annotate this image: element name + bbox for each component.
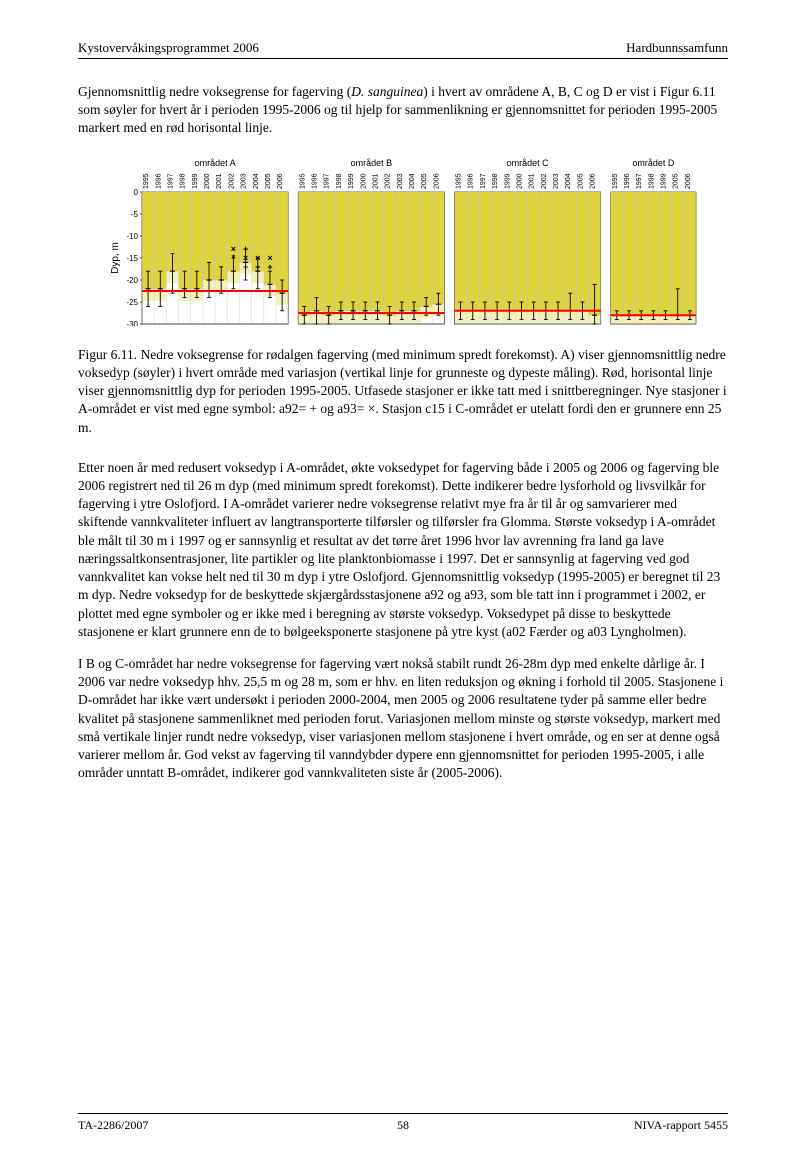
svg-text:1997: 1997 — [324, 173, 331, 189]
figure-caption: Figur 6.11. Nedre voksegrense for rødalg… — [78, 346, 728, 437]
svg-text:1998: 1998 — [336, 173, 343, 189]
p1-before: Gjennomsnittlig nedre voksegrense for fa… — [78, 84, 351, 99]
svg-text:0: 0 — [134, 188, 139, 197]
svg-text:1996: 1996 — [468, 173, 475, 189]
svg-text:2006: 2006 — [685, 173, 692, 189]
svg-text:2002: 2002 — [541, 173, 548, 189]
svg-text:1996: 1996 — [312, 173, 319, 189]
svg-text:2000: 2000 — [516, 173, 523, 189]
svg-text:1999: 1999 — [504, 173, 511, 189]
svg-text:+: + — [243, 261, 248, 271]
paragraph-3: I B og C-området har nedre voksegrense f… — [78, 655, 728, 783]
svg-text:-10: -10 — [126, 232, 138, 241]
paragraph-2: Etter noen år med redusert voksedyp i A-… — [78, 459, 728, 641]
svg-text:+: + — [267, 261, 272, 271]
svg-text:2000: 2000 — [204, 173, 211, 189]
svg-text:1997: 1997 — [480, 173, 487, 189]
svg-text:-5: -5 — [131, 210, 139, 219]
svg-text:2006: 2006 — [277, 173, 284, 189]
svg-text:2001: 2001 — [529, 173, 536, 189]
figure-6-11-chart: Dyp, m 0 -5 -10 -15 -20 -25 -30 området A 1995 199… — [108, 156, 698, 326]
page-footer: TA-2286/2007 58 NIVA-rapport 5455 — [78, 1113, 728, 1133]
body-text-2: Etter noen år med redusert voksedyp i A-… — [78, 459, 728, 783]
p1-italic: D. sanguinea — [351, 84, 423, 99]
footer-left: TA-2286/2007 — [78, 1118, 148, 1133]
svg-text:-20: -20 — [126, 276, 138, 285]
svg-text:1997: 1997 — [636, 173, 643, 189]
svg-text:-25: -25 — [126, 298, 138, 307]
svg-text:1997: 1997 — [167, 173, 174, 189]
svg-text:området D: området D — [632, 158, 675, 168]
svg-text:1999: 1999 — [192, 173, 199, 189]
paragraph-1: Gjennomsnittlig nedre voksegrense for fa… — [78, 83, 728, 138]
svg-text:1996: 1996 — [624, 173, 631, 189]
svg-text:2005: 2005 — [265, 173, 272, 189]
svg-text:-30: -30 — [126, 320, 138, 326]
svg-text:1996: 1996 — [155, 173, 162, 189]
svg-text:2000: 2000 — [360, 173, 367, 189]
svg-text:1998: 1998 — [648, 173, 655, 189]
svg-text:1998: 1998 — [492, 173, 499, 189]
svg-text:2003: 2003 — [553, 173, 560, 189]
svg-text:området B: området B — [351, 158, 393, 168]
svg-text:området C: området C — [507, 158, 550, 168]
chart-svg: Dyp, m 0 -5 -10 -15 -20 -25 -30 området A 1995 199… — [108, 156, 698, 326]
svg-text:+: + — [255, 261, 260, 271]
svg-text:1995: 1995 — [143, 173, 150, 189]
page: Kystovervåkingsprogrammet 2006 Hardbunns… — [0, 0, 788, 1163]
svg-text:1995: 1995 — [456, 173, 463, 189]
footer-right: NIVA-rapport 5455 — [634, 1118, 728, 1133]
svg-text:2001: 2001 — [372, 173, 379, 189]
svg-text:-15: -15 — [126, 254, 138, 263]
svg-text:2001: 2001 — [216, 173, 223, 189]
svg-text:Dyp, m: Dyp, m — [110, 242, 121, 274]
footer-center: 58 — [397, 1118, 409, 1133]
body-text: Gjennomsnittlig nedre voksegrense for fa… — [78, 83, 728, 138]
svg-text:2005: 2005 — [577, 173, 584, 189]
svg-text:2005: 2005 — [421, 173, 428, 189]
header-left: Kystovervåkingsprogrammet 2006 — [78, 40, 259, 56]
svg-text:2006: 2006 — [433, 173, 440, 189]
svg-text:2005: 2005 — [673, 173, 680, 189]
svg-text:1999: 1999 — [661, 173, 668, 189]
svg-text:området A: området A — [195, 158, 236, 168]
header-right: Hardbunnssamfunn — [626, 40, 728, 56]
page-header: Kystovervåkingsprogrammet 2006 Hardbunns… — [78, 40, 728, 59]
svg-text:2002: 2002 — [228, 173, 235, 189]
svg-text:2004: 2004 — [565, 173, 572, 189]
svg-text:2003: 2003 — [397, 173, 404, 189]
svg-text:2002: 2002 — [385, 173, 392, 189]
svg-text:*: * — [232, 253, 236, 263]
svg-text:2004: 2004 — [253, 173, 260, 189]
svg-text:2003: 2003 — [241, 173, 248, 189]
svg-text:2004: 2004 — [409, 173, 416, 189]
svg-text:1999: 1999 — [348, 173, 355, 189]
svg-text:1995: 1995 — [299, 173, 306, 189]
svg-text:1998: 1998 — [180, 173, 187, 189]
svg-text:1995: 1995 — [612, 173, 619, 189]
svg-text:2006: 2006 — [590, 173, 597, 189]
